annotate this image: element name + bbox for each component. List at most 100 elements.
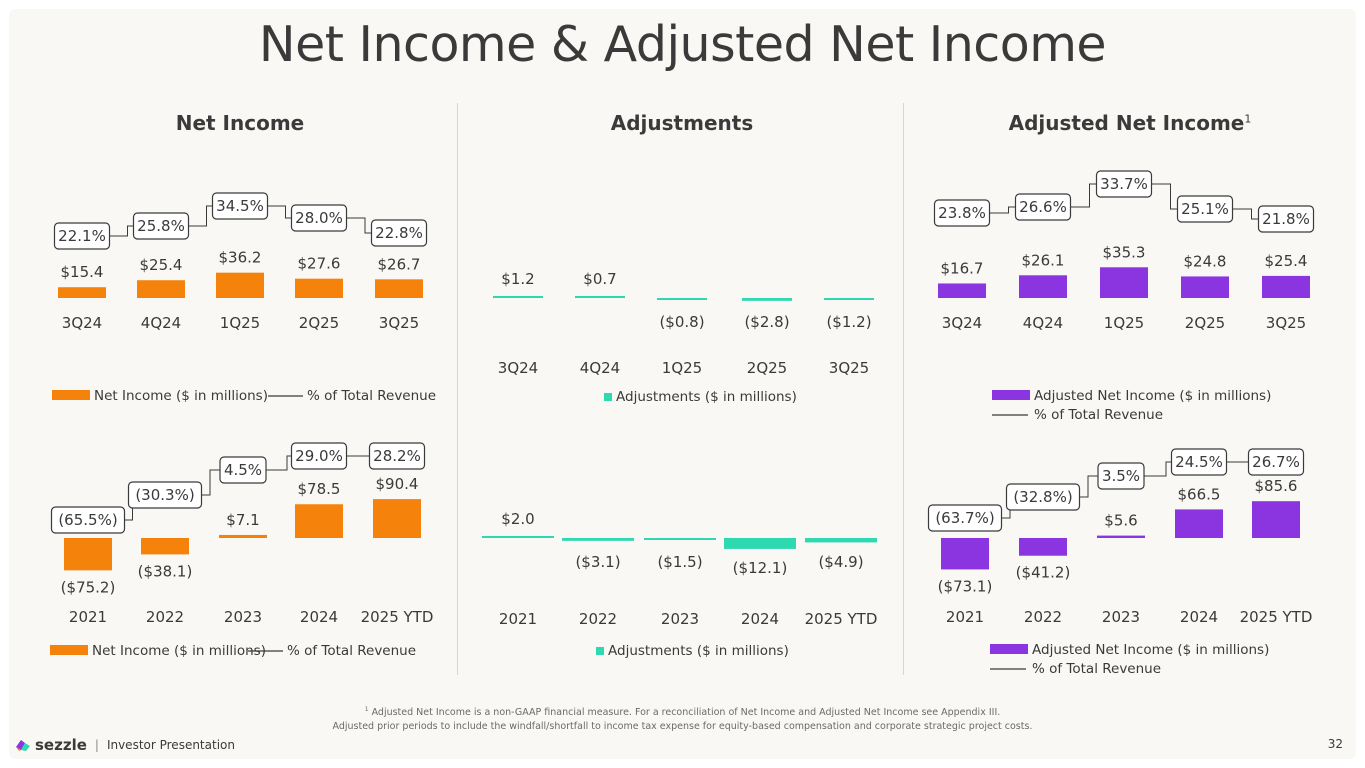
legend-label: Net Income ($ in millions) xyxy=(94,388,268,404)
pct-connector-line xyxy=(201,469,220,496)
legend-label: Adjustments ($ in millions) xyxy=(608,643,789,659)
pct-connector-line xyxy=(266,455,292,471)
page-number: 32 xyxy=(1327,737,1343,751)
pct-callout-label: 26.7% xyxy=(1252,453,1300,471)
pct-connector-line xyxy=(1232,208,1259,220)
pct-connector-line xyxy=(1151,183,1178,210)
bar xyxy=(805,538,877,543)
pct-callout-box xyxy=(53,222,111,250)
pct-callout-box xyxy=(1176,195,1234,223)
bar-value-label: ($0.8) xyxy=(659,313,704,331)
bar xyxy=(742,298,792,301)
pct-callout-label: 23.8% xyxy=(938,204,986,222)
pct-callout-label: 28.0% xyxy=(295,209,343,227)
bar xyxy=(64,538,112,571)
section-heading-adjustments: Adjustments xyxy=(610,111,754,135)
pct-callout-label: 24.5% xyxy=(1175,453,1223,471)
category-label: 2025 YTD xyxy=(361,608,434,626)
section-heading-adjusted-net-income: Adjusted Net Income1 xyxy=(990,111,1270,135)
pct-callout-box xyxy=(1014,193,1072,221)
bar xyxy=(657,298,707,300)
pct-callout-label: 22.8% xyxy=(375,224,423,242)
page-title: Net Income & Adjusted Net Income xyxy=(258,16,1107,73)
bar-value-label: $15.4 xyxy=(61,263,104,281)
pct-callout-label: (32.8%) xyxy=(1013,488,1072,506)
bar-value-label: ($41.2) xyxy=(1016,564,1071,582)
bar xyxy=(724,538,796,549)
slide-background xyxy=(9,9,1356,759)
legend-swatch xyxy=(52,390,90,400)
bar xyxy=(1181,276,1229,298)
pct-callout-box xyxy=(1170,448,1228,476)
bar-value-label: $25.4 xyxy=(1265,252,1308,270)
category-label: 1Q25 xyxy=(1104,314,1144,332)
column-divider-left xyxy=(457,103,458,675)
pct-callout-label: (65.5%) xyxy=(58,511,117,529)
bar-value-label: ($1.2) xyxy=(826,313,871,331)
bar xyxy=(1019,538,1067,556)
bar-value-label: ($1.5) xyxy=(657,553,702,571)
category-label: 1Q25 xyxy=(220,314,260,332)
bar-value-label: $7.1 xyxy=(226,511,259,529)
category-label: 3Q24 xyxy=(498,359,538,377)
pct-callout-label: 34.5% xyxy=(216,197,264,215)
pct-callout-label: 25.8% xyxy=(137,217,185,235)
bar xyxy=(375,279,423,298)
legend-label: Adjustments ($ in millions) xyxy=(616,389,797,405)
pct-callout-label: 22.1% xyxy=(58,227,106,245)
bar xyxy=(482,536,554,538)
bar-value-label: $66.5 xyxy=(1178,485,1221,503)
bar xyxy=(295,504,343,538)
pct-callout-box xyxy=(1095,170,1153,198)
pct-connector-line xyxy=(109,225,134,237)
category-label: 4Q24 xyxy=(1023,314,1063,332)
pct-callout-box xyxy=(1005,483,1081,511)
category-label: 2022 xyxy=(1024,608,1062,626)
bar xyxy=(562,538,634,541)
pct-connector-line xyxy=(1070,183,1097,208)
category-label: 2023 xyxy=(224,608,262,626)
pct-callout-label: 29.0% xyxy=(295,447,343,465)
legend-label: % of Total Revenue xyxy=(287,643,416,659)
pct-connector-line xyxy=(267,205,292,219)
category-label: 2024 xyxy=(741,610,779,628)
category-label: 2023 xyxy=(1102,608,1140,626)
category-label: 2022 xyxy=(146,608,184,626)
sezzle-logo-icon xyxy=(16,740,30,751)
legend-label: Adjusted Net Income ($ in millions) xyxy=(1034,388,1271,404)
bar xyxy=(216,272,264,298)
pct-callout-box xyxy=(1247,448,1305,476)
pct-callout-box xyxy=(219,456,267,484)
pct-callout-label: 3.5% xyxy=(1102,467,1140,485)
brand-footer: sezzle | Investor Presentation xyxy=(15,736,235,754)
footnote-text-1: Adjusted Net Income is a non-GAAP financ… xyxy=(371,707,1001,719)
legend-label: % of Total Revenue xyxy=(1032,661,1161,677)
bar-value-label: ($2.8) xyxy=(744,313,789,331)
legend-label: Net Income ($ in millions) xyxy=(92,643,266,659)
bar-value-label: $5.6 xyxy=(1104,512,1137,530)
bar-value-label: $16.7 xyxy=(941,259,984,277)
bar-value-label: ($3.1) xyxy=(575,553,620,571)
footnote-sup: 1 xyxy=(364,706,369,713)
legend-swatch xyxy=(50,645,88,655)
pct-connector-line xyxy=(188,205,213,227)
bar xyxy=(373,499,421,538)
pct-callout-box xyxy=(211,192,269,220)
pct-callout-label: 21.8% xyxy=(1262,210,1310,228)
category-label: 4Q24 xyxy=(580,359,620,377)
category-label: 2025 YTD xyxy=(805,610,878,628)
pct-connector-line xyxy=(989,206,1016,214)
pct-callout-box xyxy=(290,204,348,232)
bar xyxy=(1175,509,1223,538)
bar-value-label: $27.6 xyxy=(298,255,341,273)
bar xyxy=(1019,275,1067,298)
bar-value-label: ($73.1) xyxy=(938,577,993,595)
bar-value-label: ($75.2) xyxy=(61,578,116,596)
pct-connector-line xyxy=(346,217,372,234)
bar-value-label: ($4.9) xyxy=(818,553,863,571)
bar xyxy=(824,298,874,300)
bar-value-label: ($12.1) xyxy=(733,559,788,577)
footnote-marker: 1 xyxy=(1244,112,1252,126)
pct-callout-box xyxy=(370,219,428,247)
